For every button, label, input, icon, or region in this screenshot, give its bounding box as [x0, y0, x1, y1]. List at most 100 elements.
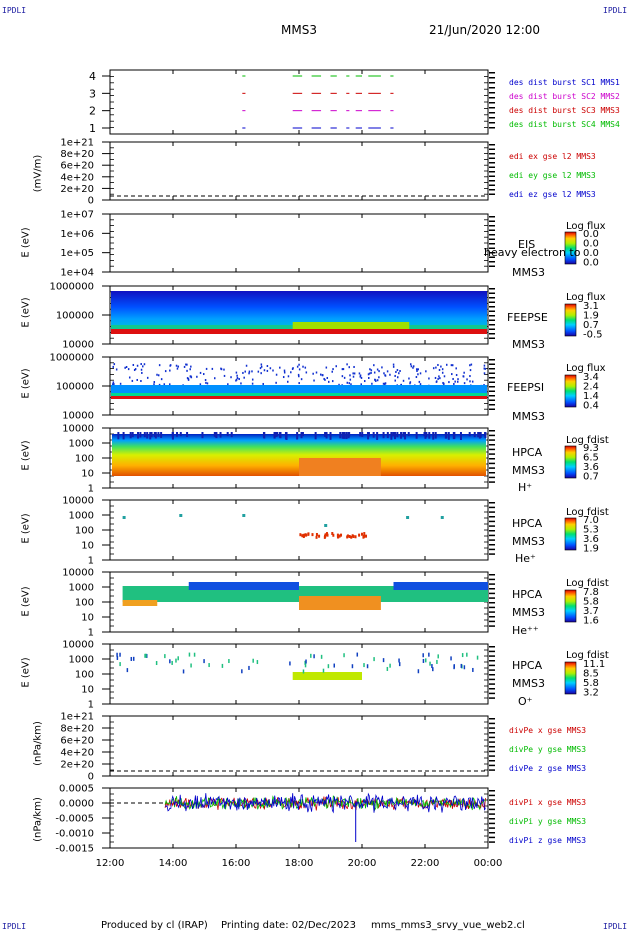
feepsi-dot [453, 382, 455, 385]
panel-eis-rmarker [489, 238, 495, 240]
feepsi-dot [439, 377, 441, 380]
feepsi-dot [189, 375, 192, 378]
feepsi-dot [275, 381, 277, 384]
feepsi-dot [266, 369, 269, 372]
eis-ytick-label: 1e+05 [60, 248, 94, 259]
feepsi-dot [383, 382, 386, 385]
panel-hpca-h-rmarker [489, 481, 495, 483]
feepsi-dot [177, 365, 180, 368]
hpca-he-ytick-label: 10 [81, 541, 94, 552]
feepsi-dot [360, 383, 362, 386]
panel-feepsi-rmarker [489, 390, 495, 392]
panel-divpi-rmarker [489, 790, 495, 792]
hpca-h-speck [343, 432, 346, 439]
panel-burst-rmarker [489, 92, 495, 94]
hpca-hepp-colorbar-value: 7.8 [583, 587, 599, 598]
panel-hpca-o-rmarker [489, 664, 495, 667]
panel-feepse-rmarker [489, 297, 495, 299]
feepsi-dot [189, 368, 191, 371]
feepsi-dot [257, 370, 260, 373]
feepse-label: FEEPSE [507, 311, 548, 324]
footer-printing-date: Printing date: 02/Dec/2023 [221, 920, 357, 931]
panel-hpca-hepp-rmarker [489, 583, 495, 585]
feepsi-dot [211, 367, 214, 370]
feepsi-dot [378, 370, 380, 373]
divpi-ytick-label: -0.0010 [55, 829, 94, 840]
hpca-o-speck [289, 661, 291, 666]
panel-hpca-o-rmarker [489, 646, 495, 648]
hpca-o-speck [333, 663, 336, 668]
hpca-he-mark [302, 533, 305, 537]
feepsi-dot [386, 370, 389, 373]
corner-label-br: IPDLI [603, 922, 628, 931]
feepsi-dot [368, 372, 371, 375]
feepsi-dot [454, 380, 456, 383]
feepsi-dot [384, 374, 386, 377]
feepsi-dot [290, 371, 292, 374]
edi-ytick-label: 0 [88, 196, 94, 207]
feepsi-dot [441, 371, 444, 374]
hpca-o-speck [382, 658, 385, 663]
feepsi-dot [153, 381, 156, 384]
panel-divpe-rmarker [489, 750, 495, 753]
feepsi-dot [346, 363, 348, 366]
corner-label-bl: IPDLI [2, 922, 27, 931]
hpca-h-speck [444, 432, 447, 439]
panel-divpi-rmarker [489, 836, 495, 839]
feepsi-spacecraft: MMS3 [512, 410, 545, 423]
hpca-h-speck [273, 432, 276, 439]
hpca-o-speck [302, 669, 305, 674]
panel-eis-rmarker [489, 216, 495, 218]
hpca-he-mark [348, 535, 351, 539]
hpca-he-mark [338, 534, 341, 538]
feepsi-dot [408, 377, 410, 380]
panel-hpca-hepp-rmarker [489, 611, 495, 613]
panel-feepsi-rmarker [489, 381, 495, 383]
feepsi-dot [136, 378, 138, 381]
feepsi-colorbar [564, 374, 577, 408]
feepsi-dot [448, 381, 450, 384]
feepsi-dot [343, 376, 346, 379]
hpca-o-speck [327, 664, 330, 669]
feepsi-dot [176, 367, 179, 370]
panel-hpca-he-rmarker [489, 516, 495, 518]
eis-colorbar-value: 0.0 [583, 258, 599, 269]
feepsi-dot [359, 374, 362, 377]
feepsi-dot [169, 364, 172, 367]
burst-ytick-label: 3 [89, 87, 96, 100]
feepsi-dot [417, 368, 419, 371]
hpca-o-speck [398, 658, 400, 663]
hpca-hepp-band-low [122, 600, 158, 606]
legend-divpi-x: divPi x gse MMS3 [509, 798, 587, 807]
feepsi-dot [113, 383, 115, 386]
feepsi-dot [395, 370, 397, 373]
hpca-o-speck [351, 664, 354, 669]
hpca-o-speck [460, 663, 463, 668]
hpca-h-speck [359, 432, 362, 437]
feepsi-dot [455, 367, 457, 370]
datetime-title: 21/Jun/2020 12:00 [429, 23, 541, 37]
panel-burst-rmarker [489, 87, 495, 89]
hpca-hepp-ytick-label: 10 [81, 613, 94, 624]
feepsi-dot [140, 368, 143, 371]
feepsi-dot [140, 363, 142, 366]
panel-hpca-h-rmarker [489, 434, 495, 437]
feepsi-dot [455, 374, 458, 377]
hpca-h-ytick-label: 10000 [62, 424, 94, 435]
feepsi-dot [283, 369, 286, 372]
feepsi-dot [141, 371, 143, 374]
panel-edi-rmarker [489, 157, 495, 159]
feepsi-dot [260, 372, 262, 375]
feepsi-dot [389, 373, 391, 376]
hpca-o-speck [145, 653, 147, 658]
panel-divpe-rmarker [489, 741, 495, 743]
hpca-h-speck [157, 432, 160, 437]
hpca-h-speck [415, 432, 418, 439]
panel-divpe-rmarker [489, 755, 495, 757]
ylabel-hpca-hepp: E (eV) [20, 586, 32, 617]
feepsi-dot [127, 368, 130, 371]
panel-hpca-he [109, 499, 489, 561]
feepsi-dot [435, 380, 438, 383]
hpca-o-speck [182, 669, 185, 674]
panel-divpe-rmarker [489, 718, 495, 720]
